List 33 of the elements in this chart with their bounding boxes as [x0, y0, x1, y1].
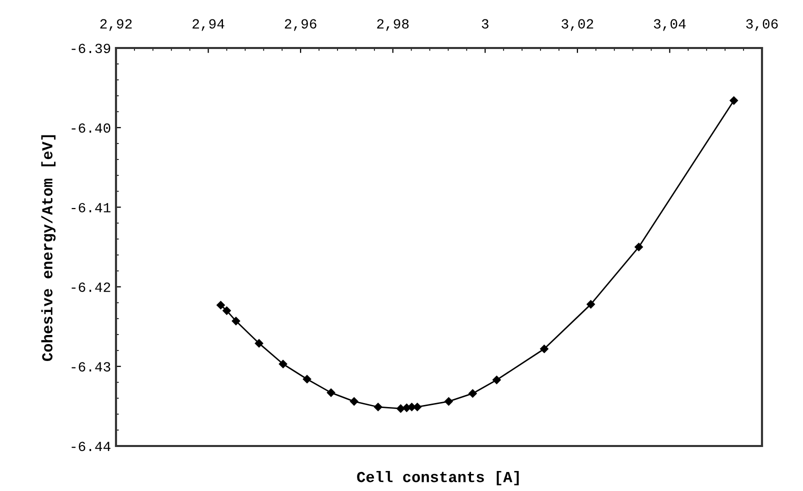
x-tick-label: 2,98	[377, 19, 409, 31]
point	[540, 344, 548, 354]
x-tick-label: 3,02	[562, 19, 594, 31]
point	[396, 404, 405, 413]
point	[232, 316, 240, 326]
y-tick-label: -6.44	[72, 442, 110, 452]
point	[216, 300, 225, 310]
point	[278, 360, 288, 368]
x-tick-label: 2,92	[100, 19, 132, 31]
x-axis-title: Cell constants [A]	[357, 471, 519, 486]
x-tick-label: 2,94	[192, 19, 224, 31]
point	[586, 300, 595, 308]
y-tick-label: -6.43	[72, 362, 110, 372]
point	[634, 242, 643, 252]
x-tick-label: 3,04	[654, 19, 686, 31]
point	[492, 376, 501, 384]
y-tick-label: -6.42	[72, 282, 110, 292]
point	[302, 375, 312, 384]
point	[374, 402, 382, 412]
point	[254, 339, 264, 348]
y-tick-label: -6.39	[72, 44, 110, 54]
x-tick-label: 3	[482, 19, 488, 29]
y-tick-label: -6.41	[72, 202, 110, 212]
point	[730, 96, 738, 105]
y-tick-label: -6.40	[72, 123, 110, 133]
y-axis-title: Cohesive energy/Atom [eV]	[41, 135, 56, 362]
point	[222, 306, 231, 315]
x-tick-label: 3,06	[746, 19, 778, 31]
point	[468, 389, 477, 398]
x-tick-label: 2,96	[284, 19, 316, 31]
point	[350, 397, 358, 406]
point	[444, 397, 453, 406]
point	[326, 388, 336, 397]
